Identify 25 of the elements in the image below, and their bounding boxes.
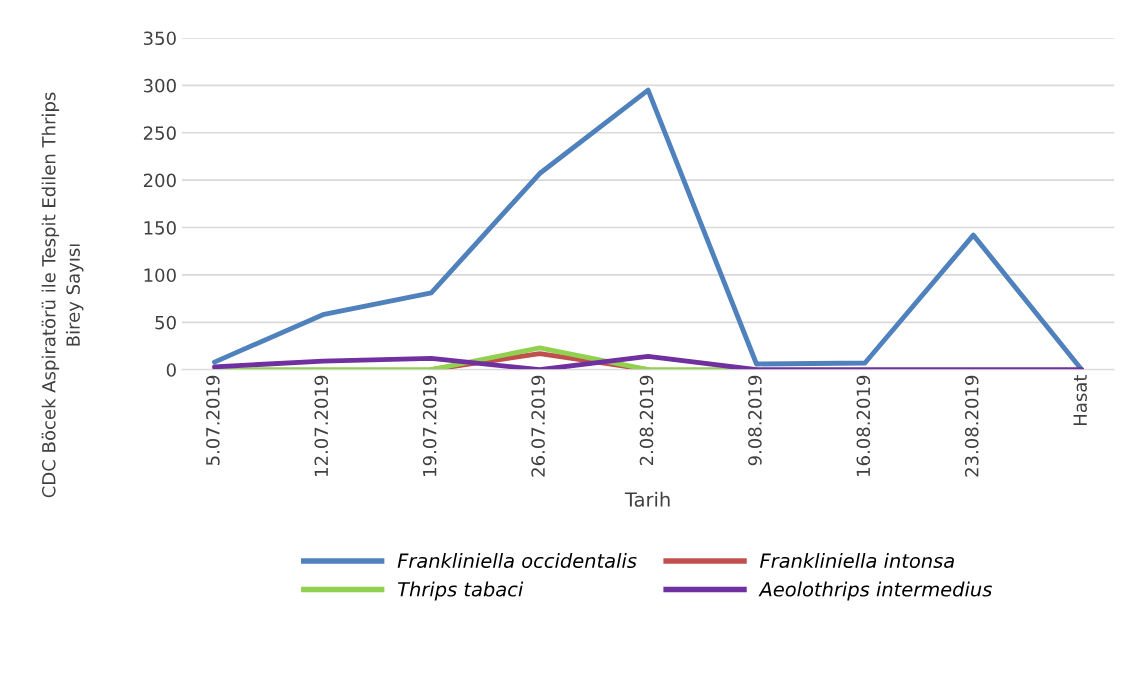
line-series	[212, 87, 1085, 370]
legend-label: Aeolothrips intermedius	[758, 581, 992, 601]
legend-label: Frankliniella occidentalis	[397, 553, 637, 569]
x-tick-label: 12.07.2019	[314, 375, 329, 476]
y-tick-label: 250	[143, 126, 176, 140]
legend-label: Thrips tabaci	[397, 581, 524, 601]
line-series	[212, 353, 1085, 370]
legend-label: Frankliniella intonsa	[760, 553, 954, 569]
y-tick-label: 300	[143, 78, 176, 93]
x-tick-label: 9.08.2019	[748, 375, 762, 466]
x-tick-label: 16.08.2019	[856, 375, 871, 476]
y-tick-label: 350	[143, 31, 176, 46]
x-axis-title: Tarih	[624, 491, 670, 507]
x-tick-label: 26.07.2019	[531, 375, 545, 477]
x-tick-label: Hasat	[1073, 374, 1087, 425]
x-tick-label: 23.08.2019	[964, 375, 979, 477]
y-tick-label: 0	[166, 363, 176, 377]
y-tick-label: 150	[144, 221, 176, 235]
y-tick-label: 200	[143, 173, 176, 188]
y-tick-label: 100	[144, 268, 176, 283]
x-tick-label: 19.07.2019	[422, 375, 437, 476]
y-tick-label: 50	[155, 315, 176, 330]
x-tick-label: 5.07.2019	[206, 375, 220, 466]
y-axis-title: CDC Böcek Aspiratörü ile Tespit Edilen Thrips Birey Sayısı	[41, 92, 84, 498]
x-tick-label: 2.08.2019	[639, 375, 654, 466]
